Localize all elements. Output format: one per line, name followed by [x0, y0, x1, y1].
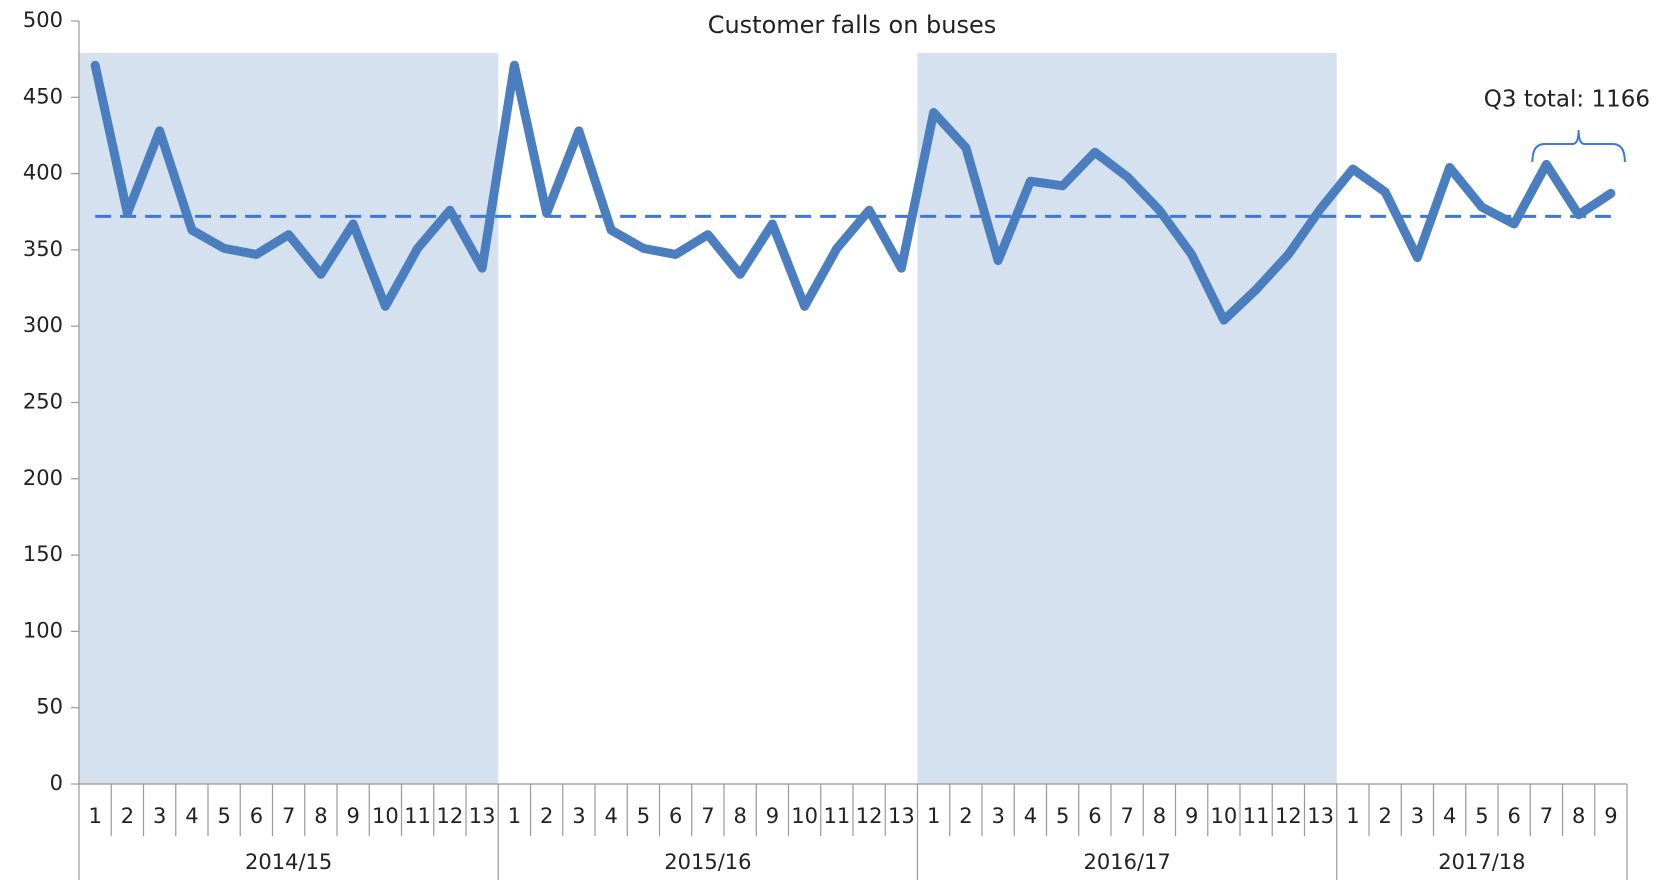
x-tick-label: 2 [540, 804, 553, 828]
x-tick-label: 3 [153, 804, 166, 828]
x-tick-label: 6 [1088, 804, 1101, 828]
x-tick-label: 1 [508, 804, 521, 828]
background [79, 53, 1337, 784]
x-tick-label: 10 [372, 804, 399, 828]
group-label: 2017/18 [1438, 850, 1525, 874]
x-tick-label: 7 [282, 804, 295, 828]
x-tick-label: 8 [314, 804, 327, 828]
x-tick-label: 9 [1604, 804, 1617, 828]
annotation-bracket [1531, 129, 1626, 163]
x-tick-label: 10 [791, 804, 818, 828]
x-tick-label: 4 [1024, 804, 1037, 828]
y-tick-label: 250 [23, 390, 63, 414]
x-tick-label: 13 [1307, 804, 1334, 828]
shaded-band [79, 53, 499, 784]
x-tick-label: 1 [1346, 804, 1359, 828]
y-tick-label: 0 [50, 771, 63, 795]
x-tick-label: 12 [1275, 804, 1302, 828]
x-tick-label: 11 [404, 804, 431, 828]
y-tick-label: 400 [23, 161, 63, 185]
x-tick-label: 6 [250, 804, 263, 828]
y-tick-label: 500 [23, 8, 63, 32]
x-tick-label: 8 [1153, 804, 1166, 828]
y-tick-label: 100 [23, 618, 63, 642]
x-tick-label: 8 [1572, 804, 1585, 828]
x-tick-label: 7 [701, 804, 714, 828]
group-label: 2014/15 [245, 850, 332, 874]
x-tick-label: 9 [766, 804, 779, 828]
x-tick-label: 6 [669, 804, 682, 828]
shaded-band [917, 53, 1337, 784]
x-tick-label: 9 [346, 804, 359, 828]
y-tick-label: 450 [23, 84, 63, 108]
x-tick-label: 3 [572, 804, 585, 828]
y-tick-label: 150 [23, 542, 63, 566]
x-tick-label: 1 [927, 804, 940, 828]
x-tick-label: 7 [1120, 804, 1133, 828]
y-tick-label: 300 [23, 313, 63, 337]
x-tick-label: 5 [217, 804, 230, 828]
x-tick-label: 12 [437, 804, 464, 828]
x-tick-label: 5 [1475, 804, 1488, 828]
x-tick-label: 4 [1443, 804, 1456, 828]
x-tick-label: 3 [1411, 804, 1424, 828]
x-tick-label: 5 [637, 804, 650, 828]
x-tick-label: 9 [1185, 804, 1198, 828]
x-tick-label: 7 [1540, 804, 1553, 828]
y-tick-label: 350 [23, 237, 63, 261]
x-tick-label: 6 [1507, 804, 1520, 828]
x-tick-label: 8 [733, 804, 746, 828]
x-tick-label: 4 [604, 804, 617, 828]
x-tick-label: 12 [856, 804, 883, 828]
x-tick-label: 1 [88, 804, 101, 828]
annotation: Q3 total: 1166 [1484, 87, 1650, 113]
group-label: 2015/16 [664, 850, 751, 874]
chart-title: Customer falls on buses [708, 11, 997, 39]
x-tick-label: 11 [1243, 804, 1270, 828]
x-tick-label: 5 [1056, 804, 1069, 828]
y-tick-label: 50 [36, 695, 63, 719]
x-tick-label: 2 [121, 804, 134, 828]
data-line [90, 60, 1616, 325]
x-tick-label: 2 [1378, 804, 1391, 828]
y-tick-label: 200 [23, 466, 63, 490]
x-tick-label: 13 [888, 804, 915, 828]
x-tick-label: 11 [824, 804, 851, 828]
x-tick-label: 13 [469, 804, 496, 828]
x-tick-label: 3 [991, 804, 1004, 828]
group-label: 2016/17 [1084, 850, 1171, 874]
x-tick-label: 4 [185, 804, 198, 828]
x-tick-label: 10 [1211, 804, 1238, 828]
x-tick-label: 2 [959, 804, 972, 828]
